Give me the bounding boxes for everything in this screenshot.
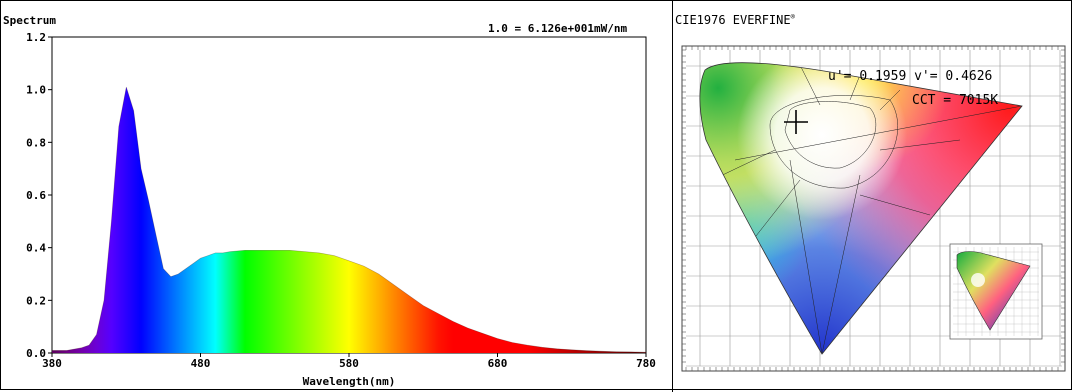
spectrum-title: Spectrum [3,14,56,27]
y-tick-label: 0.2 [26,294,46,307]
region-line [849,74,861,101]
inset-white-point [971,273,985,287]
cct-label: CCT = [912,93,951,108]
space [851,69,859,84]
cie-title: CIE1976 EVERFINE® [675,13,795,27]
x-tick-label: 680 [488,357,508,370]
y-tick-label: 0.0 [26,347,46,360]
x-tick-label: 780 [636,357,656,370]
region-line [879,89,901,111]
region-line [821,174,861,355]
y-tick-label: 1.0 [26,84,46,97]
v-label: v'= [914,69,938,84]
y-tick-label: 0.6 [26,189,46,202]
y-tick-label: 1.2 [26,31,46,44]
u-value: 0.1959 [859,69,906,84]
v-value: 0.4626 [945,69,992,84]
u-label: u'= [828,69,852,84]
cct-readout: CCT = 7015K [912,93,998,108]
x-tick-label: 580 [339,357,359,370]
y-tick-label: 0.4 [26,242,46,255]
diagram-ticks [682,46,1065,371]
cie-title-text: CIE1976 EVERFINE [675,13,791,27]
region-line [859,194,931,216]
x-tick-label: 380 [42,357,62,370]
gamut-outline [699,62,1023,355]
inset-diagram [949,243,1043,340]
region-line [789,159,823,355]
spectrum-scale-note: 1.0 = 6.126e+001mW/nm [488,22,628,35]
spectrum-chart: 0.0 0.2 0.4 0.6 0.8 1.0 1.2 380 480 580 680 780 Wave… [26,31,656,388]
space [938,69,946,84]
cie-title-mark: ® [790,13,795,21]
space [951,93,959,108]
space [906,69,914,84]
y-tick-label: 0.8 [26,136,46,149]
region-line [769,95,898,189]
spectrum-area [52,87,646,353]
x-axis-label: Wavelength(nm) [303,375,396,388]
inset-gamut [956,251,1031,331]
region-line [734,105,1022,161]
spectrum-line [52,86,647,353]
region-line [879,139,961,151]
cct-value: 7015K [959,93,998,108]
panel-divider [672,0,673,392]
region-line [784,101,877,169]
region-line [799,64,821,106]
uv-readout: u'= 0.1959 v'= 0.4626 [828,69,992,84]
x-tick-label: 480 [191,357,211,370]
